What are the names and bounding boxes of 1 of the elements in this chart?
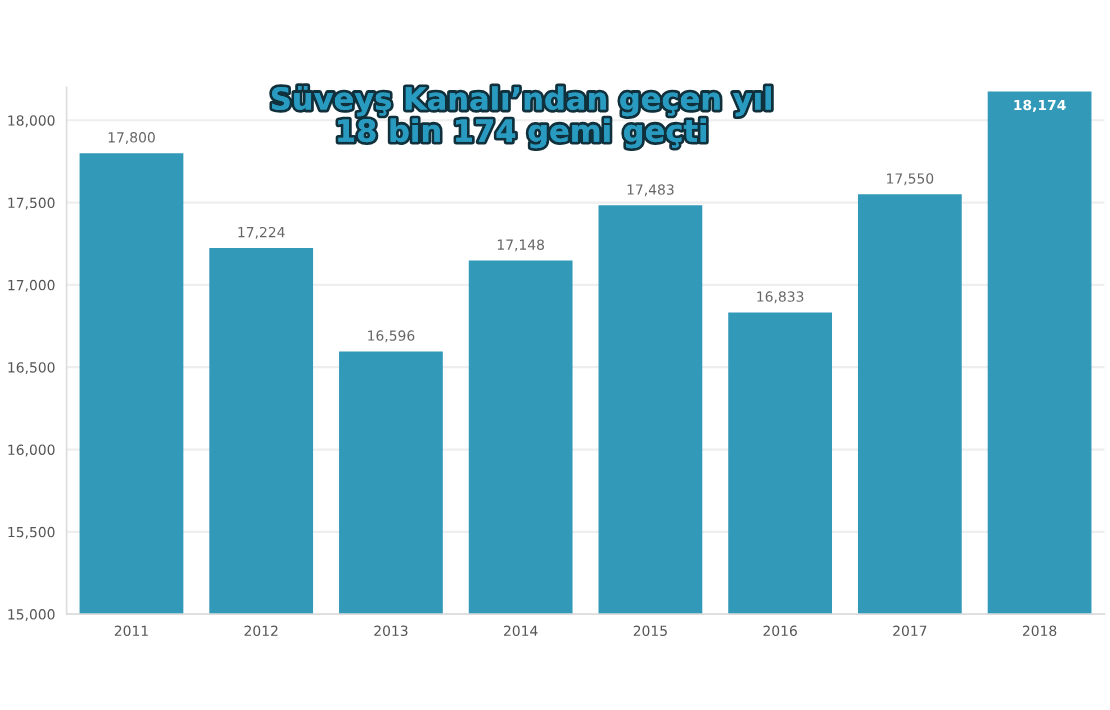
chart-title: Süveyş Kanalı’ndan geçen yıl 18 bin 174 gemi geçti [272,85,771,149]
